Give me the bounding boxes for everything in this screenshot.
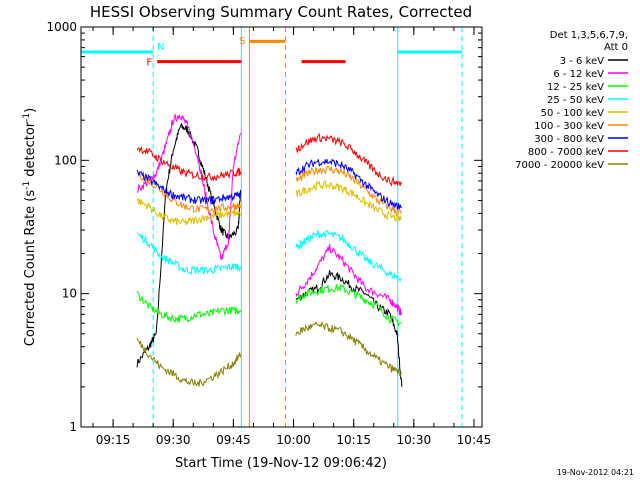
flag-label: F: [146, 58, 152, 69]
y-tick-label: 1: [69, 420, 77, 434]
y-tick-label: 100: [54, 153, 77, 167]
legend-label: 3 - 6 keV: [560, 56, 604, 67]
series-line-4: [136, 197, 242, 226]
legend-label: 25 - 50 keV: [547, 95, 604, 106]
series-line-8: [295, 320, 403, 378]
timestamp: 19-Nov-2012 04:21: [557, 468, 634, 477]
series-line-7: [295, 132, 403, 187]
legend-label: 12 - 25 keV: [547, 82, 604, 93]
legend-label: 7000 - 20000 keV: [515, 160, 604, 171]
legend-label: 800 - 7000 keV: [528, 147, 604, 158]
series-line-8: [136, 337, 242, 387]
chart-title: HESSI Observing Summary Count Rates, Cor…: [90, 3, 472, 21]
series-line-0: [136, 123, 242, 368]
y-tick-label: 1000: [46, 20, 77, 34]
x-axis-label: Start Time (19-Nov-12 09:06:42): [175, 456, 387, 471]
flag-label: N: [157, 42, 164, 53]
flag-label: S: [239, 36, 245, 47]
x-tick-label: 10:45: [457, 433, 492, 447]
series-line-1: [136, 113, 242, 260]
series-line-3: [295, 229, 403, 283]
legend-label: 6 - 12 keV: [553, 69, 604, 80]
y-tick-label: 10: [62, 287, 77, 301]
legend-label: 100 - 300 keV: [534, 121, 604, 132]
legend-label: 300 - 800 keV: [534, 134, 604, 145]
x-tick-label: 10:30: [397, 433, 432, 447]
x-tick-label: 10:15: [336, 433, 371, 447]
x-tick-label: 09:15: [96, 433, 131, 447]
series-line-6: [295, 158, 403, 210]
series-line-0: [295, 270, 403, 387]
series-line-5: [295, 166, 403, 216]
plot-frame: [80, 26, 483, 428]
x-axis: 09:15 09:30 09:45 10:00 10:15 10:30 10:45: [92, 27, 492, 447]
x-tick-label: 09:45: [216, 433, 251, 447]
x-tick-label: 09:30: [156, 433, 191, 447]
legend: Det 1,3,5,6,7,9,Att 03 - 6 keV 6 - 12 keV…: [515, 30, 628, 171]
legend-attenuator: Att 0: [604, 42, 628, 53]
x-tick-label: 10:00: [276, 433, 311, 447]
series-line-5: [136, 171, 242, 214]
observing-flags: NF S: [81, 27, 463, 427]
y-axis: 1 10 100 1000: [46, 20, 482, 434]
series-line-4: [295, 180, 402, 223]
series-line-3: [137, 233, 242, 276]
series-line-6: [136, 169, 242, 205]
series-line-2: [295, 282, 403, 328]
y-axis-label: Corrected Count Rate (s-1 detector-1): [22, 108, 38, 346]
legend-header: Det 1,3,5,6,7,9,: [550, 30, 628, 41]
series-line-2: [136, 290, 242, 324]
series-line-1: [295, 244, 403, 316]
series-line-7: [136, 146, 242, 182]
series-lines: [136, 113, 403, 387]
legend-label: 50 - 100 keV: [541, 108, 605, 119]
